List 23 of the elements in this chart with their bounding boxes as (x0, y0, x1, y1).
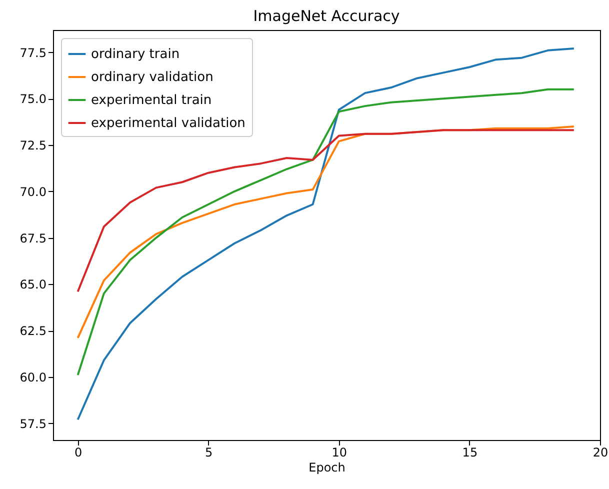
y-tick-label: 70.0 (20, 184, 46, 199)
x-axis-title: Epoch (308, 460, 346, 474)
y-tick-label: 62.5 (20, 324, 46, 338)
legend-label: ordinary validation (91, 70, 214, 85)
legend-label: experimental validation (91, 116, 246, 131)
y-tick-label: 75.0 (20, 92, 46, 106)
y-tick-label: 60.0 (20, 370, 46, 384)
y-tick-label: 67.5 (20, 231, 46, 246)
x-tick-label: 5 (205, 446, 213, 460)
line-series (76, 129, 575, 293)
line-series (76, 48, 575, 421)
legend-label: ordinary train (91, 47, 180, 62)
y-tick-label: 77.5 (20, 46, 46, 60)
chart-title: ImageNet Accuracy (253, 7, 400, 25)
x-tick-label: 20 (592, 446, 608, 460)
x-tick-label: 15 (462, 446, 478, 460)
x-tick-label: 10 (332, 446, 348, 460)
y-tick-label: 72.5 (20, 138, 46, 153)
y-tick-label: 65.0 (20, 278, 46, 292)
y-tick-label: 57.5 (20, 416, 46, 431)
line-series (76, 88, 575, 376)
legend-label: experimental train (91, 93, 212, 108)
x-tick-label: 0 (74, 446, 82, 460)
